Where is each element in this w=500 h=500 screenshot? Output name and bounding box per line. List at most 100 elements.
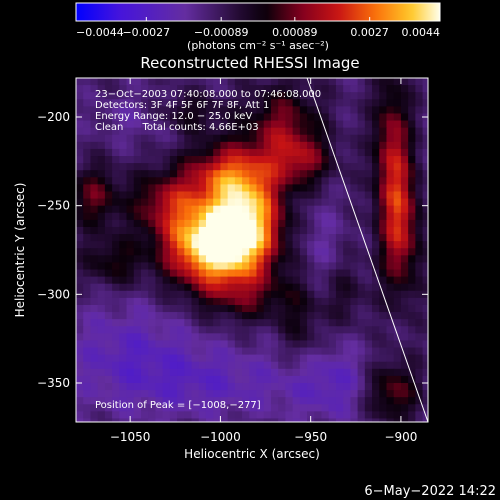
heatmap-cell (393, 170, 402, 178)
heatmap-cell (198, 368, 207, 377)
heatmap-cell (408, 248, 416, 256)
heatmap-cell (184, 198, 193, 207)
heatmap-cell (148, 312, 157, 320)
heatmap-cell (169, 255, 178, 264)
heatmap-cell (299, 184, 308, 193)
heatmap-cell (205, 113, 214, 122)
heatmap-cell (321, 198, 330, 207)
heatmap-cell (148, 163, 157, 171)
heatmap-cell (263, 418, 272, 422)
heatmap-cell (270, 290, 279, 299)
heatmap-cell (256, 347, 265, 356)
heatmap-cell (97, 269, 106, 278)
heatmap-cell (184, 269, 193, 278)
heatmap-cell (169, 120, 178, 129)
heatmap-cell (393, 333, 402, 342)
heatmap-cell (148, 248, 157, 256)
heatmap-cell (350, 375, 359, 384)
heatmap-cell (213, 276, 222, 285)
heatmap-cell (213, 375, 222, 384)
heatmap-cell (90, 382, 99, 391)
heatmap-cell (256, 163, 265, 171)
heatmap-cell (263, 99, 272, 107)
heatmap-cell (379, 78, 388, 86)
heatmap-cell (328, 375, 337, 384)
heatmap-cell (321, 113, 330, 122)
heatmap-cell (119, 368, 128, 377)
heatmap-cell (292, 418, 301, 422)
heatmap-cell (364, 326, 373, 334)
heatmap-cell (104, 205, 113, 214)
heatmap-cell (270, 170, 279, 178)
heatmap-cell (227, 106, 236, 115)
heatmap-cell (343, 212, 351, 221)
heatmap-cell (97, 262, 106, 271)
footer-date: 6−May−2022 14:22 (364, 484, 496, 499)
heatmap-cell (328, 234, 337, 242)
y-tick-label: −250 (37, 199, 70, 213)
heatmap-cell (213, 226, 222, 235)
heatmap-cell (278, 340, 286, 349)
heatmap-cell (292, 255, 301, 264)
heatmap-cell (227, 113, 236, 122)
heatmap-cell (220, 156, 229, 164)
heatmap-cell (299, 340, 308, 349)
heatmap-cell (177, 127, 185, 136)
heatmap-cell (270, 347, 279, 356)
heatmap-cell (314, 354, 323, 363)
heatmap-cell (198, 262, 207, 271)
heatmap-cell (104, 198, 113, 207)
heatmap-cell (386, 85, 395, 93)
heatmap-cell (343, 148, 351, 157)
heatmap-cell (249, 283, 258, 292)
heatmap-cell (220, 312, 229, 320)
heatmap-cell (162, 113, 171, 122)
heatmap-cell (321, 141, 330, 150)
heatmap-cell (213, 241, 222, 249)
heatmap-cell (393, 212, 402, 221)
heatmap-cell (400, 368, 409, 377)
heatmap-cell (256, 276, 265, 285)
heatmap-cell (256, 99, 265, 107)
heatmap-cell (227, 170, 236, 178)
heatmap-cell (400, 411, 409, 420)
heatmap-cell (184, 78, 193, 86)
heatmap-cell (112, 148, 120, 157)
heatmap-cell (191, 269, 200, 278)
heatmap-cell (155, 255, 164, 264)
heatmap-cell (126, 212, 135, 221)
heatmap-cell (422, 156, 428, 164)
heatmap-cell (191, 297, 200, 306)
heatmap-cell (112, 134, 120, 143)
heatmap-cell (357, 148, 366, 157)
heatmap-cell (386, 120, 395, 129)
heatmap-cell (408, 120, 416, 129)
heatmap-cell (364, 283, 373, 292)
heatmap-cell (364, 340, 373, 349)
heatmap-cell (357, 297, 366, 306)
heatmap-cell (242, 85, 250, 93)
heatmap-cell (321, 304, 330, 313)
heatmap-cell (104, 141, 113, 150)
heatmap-cell (379, 198, 388, 207)
heatmap-cell (234, 205, 243, 214)
heatmap-cell (393, 248, 402, 256)
heatmap-cell (256, 92, 265, 100)
heatmap-cell (263, 219, 272, 228)
heatmap-cell (140, 85, 149, 93)
heatmap-cell (379, 276, 388, 285)
heatmap-cell (177, 212, 185, 221)
heatmap-cell (191, 170, 200, 178)
heatmap-cell (422, 375, 428, 384)
heatmap-cell (422, 78, 428, 86)
heatmap-cell (220, 262, 229, 271)
heatmap-cell (335, 269, 344, 278)
heatmap-cell (379, 347, 388, 356)
heatmap-cell (256, 319, 265, 327)
heatmap-cell (343, 156, 351, 164)
heatmap-cell (335, 127, 344, 136)
heatmap-cell (104, 397, 113, 405)
heatmap-cell (285, 411, 294, 420)
heatmap-cell (249, 262, 258, 271)
heatmap-cell (242, 177, 250, 185)
